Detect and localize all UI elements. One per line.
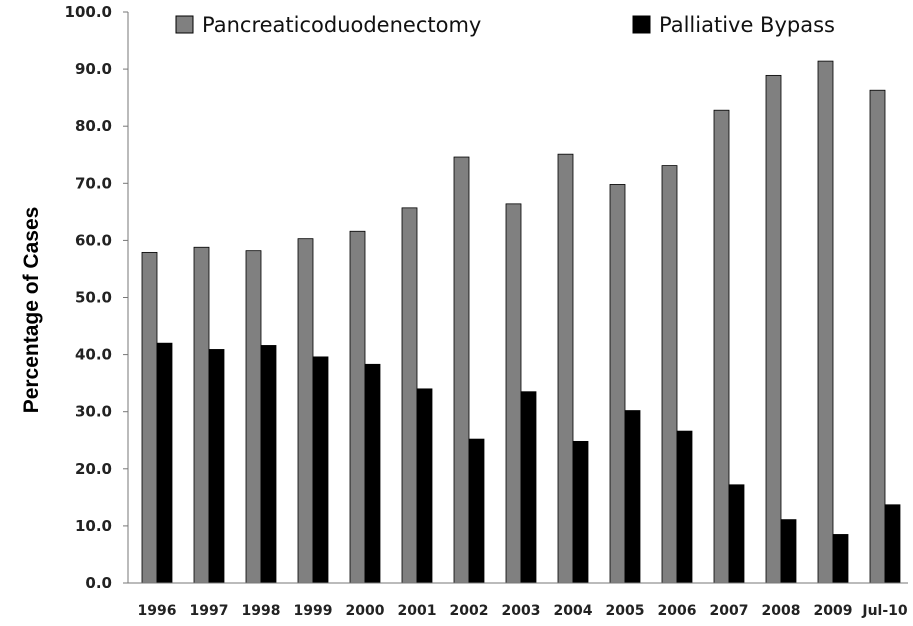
legend-swatch-pancreaticoduodenectomy — [175, 15, 194, 34]
bar-palliative-bypass-1997 — [208, 349, 225, 584]
bar-palliative-bypass-2008 — [780, 519, 797, 584]
x-tick-label: 2003 — [502, 603, 541, 619]
bar-palliative-bypass-1998 — [260, 345, 277, 584]
x-tick-label: 1999 — [294, 603, 333, 619]
bar-palliative-bypass-2001 — [416, 388, 433, 584]
y-tick-label: 30.0 — [75, 403, 112, 421]
bar-pancreaticoduodenectomy-2000 — [349, 230, 366, 584]
bar-pancreaticoduodenectomy-2002 — [453, 156, 470, 584]
bar-palliative-bypass-2000 — [364, 363, 381, 584]
y-tick-label: 80.0 — [75, 117, 112, 135]
x-tick-label: 2008 — [762, 603, 801, 619]
x-tick-label: 2001 — [398, 603, 437, 619]
bar-palliative-bypass-2006 — [676, 430, 693, 584]
bar-pancreaticoduodenectomy-2004 — [557, 153, 574, 584]
bar-palliative-bypass-Jul-10 — [884, 504, 901, 584]
x-tick-label: 2000 — [346, 603, 385, 619]
y-tick-label: 50.0 — [75, 289, 112, 307]
x-tick-label: 2005 — [606, 603, 645, 619]
bar-palliative-bypass-2002 — [468, 438, 485, 584]
x-tick-label: 1997 — [190, 603, 229, 619]
y-tick-label: 60.0 — [75, 231, 112, 249]
y-tick-label: 40.0 — [75, 346, 112, 364]
bar-palliative-bypass-2003 — [520, 391, 537, 584]
x-tick-label: 2009 — [814, 603, 853, 619]
y-tick-label: 70.0 — [75, 174, 112, 192]
bar-pancreaticoduodenectomy-1996 — [141, 251, 158, 584]
bar-pancreaticoduodenectomy-2009 — [817, 60, 834, 584]
bar-pancreaticoduodenectomy-2005 — [609, 184, 626, 584]
x-tick-label: Jul-10 — [861, 603, 908, 619]
y-tick-label: 90.0 — [75, 60, 112, 78]
bar-palliative-bypass-2009 — [832, 534, 849, 584]
bar-pancreaticoduodenectomy-1999 — [297, 238, 314, 584]
legend: Pancreaticoduodenectomy Palliative Bypas… — [175, 13, 835, 37]
bar-palliative-bypass-1996 — [156, 342, 173, 584]
x-tick-label: 2002 — [450, 603, 489, 619]
legend-label-pancreaticoduodenectomy: Pancreaticoduodenectomy — [202, 13, 481, 37]
bar-pancreaticoduodenectomy-Jul-10 — [869, 89, 886, 584]
y-tick-label: 10.0 — [75, 517, 112, 535]
bar-pancreaticoduodenectomy-2006 — [661, 165, 678, 584]
y-axis: 0.0 10.0 20.0 30.0 40.0 50.0 60.0 70.0 80.0 90.0 1… — [65, 3, 128, 592]
bar-pancreaticoduodenectomy-2003 — [505, 203, 522, 584]
x-tick-label: 1996 — [138, 603, 177, 619]
legend-label-palliative-bypass: Palliative Bypass — [659, 13, 835, 37]
bar-pancreaticoduodenectomy-2001 — [401, 207, 418, 584]
bar-pancreaticoduodenectomy-1997 — [193, 246, 210, 584]
bar-pancreaticoduodenectomy-1998 — [245, 250, 262, 584]
x-tick-label: 2004 — [554, 603, 593, 619]
x-axis: 1996 1997 1998 1999 2000 2001 2002 2003 2004 2005… — [138, 603, 908, 619]
bar-pancreaticoduodenectomy-2008 — [765, 74, 782, 584]
legend-swatch-palliative-bypass — [632, 15, 651, 34]
bars — [141, 60, 901, 584]
x-tick-label: 2006 — [658, 603, 697, 619]
bar-palliative-bypass-2004 — [572, 440, 589, 584]
bar-palliative-bypass-1999 — [312, 356, 329, 584]
bar-pancreaticoduodenectomy-2007 — [713, 109, 730, 584]
y-tick-label: 20.0 — [75, 460, 112, 478]
bar-palliative-bypass-2005 — [624, 410, 641, 584]
y-tick-label: 0.0 — [85, 574, 112, 592]
bar-palliative-bypass-2007 — [728, 484, 745, 584]
x-tick-label: 1998 — [242, 603, 281, 619]
x-tick-label: 2007 — [710, 603, 749, 619]
y-axis-label: Percentage of Cases — [20, 207, 43, 414]
y-tick-label: 100.0 — [65, 3, 112, 21]
